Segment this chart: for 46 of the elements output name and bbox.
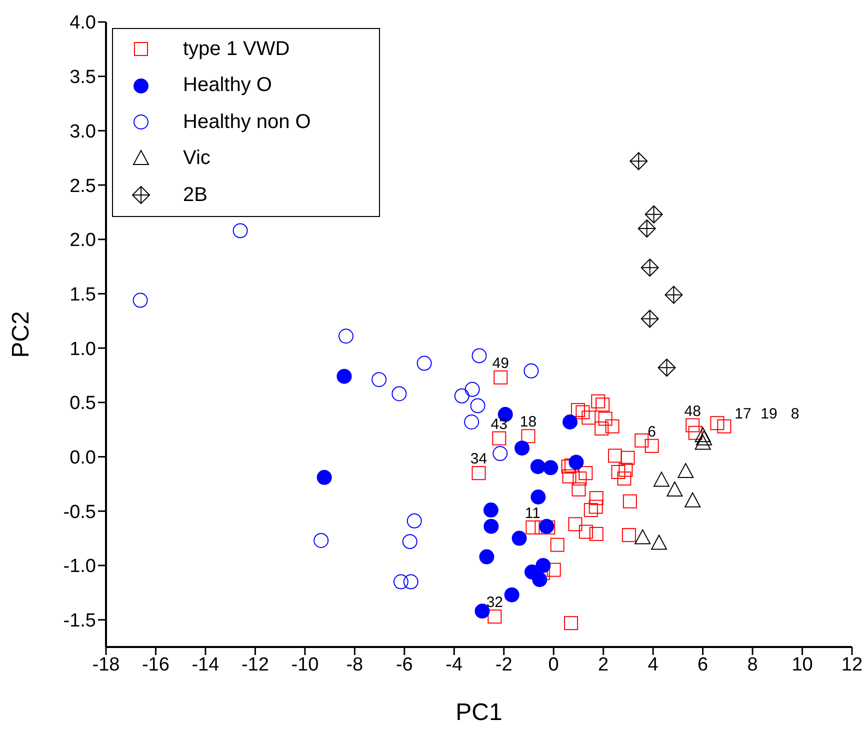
y-axis-title: PC2 [8,311,35,358]
x-tick-label: -4 [446,654,464,676]
y-tick-label: 2.5 [70,176,96,197]
annotation: 43 [490,416,508,433]
annotation: 49 [492,354,509,372]
legend-label: Healthy non O [183,110,311,134]
y-tick-label: 4.0 [70,12,96,34]
y-tick-label: 3.0 [70,121,96,142]
x-tick-label: -18 [92,654,120,676]
annotation: 11 [524,504,540,522]
annotation: 6 [648,423,656,440]
x-tick-label: -16 [142,654,170,676]
annotation: 17 [734,406,752,422]
legend-label: 2B [183,184,208,207]
annotation: 19 [760,406,778,422]
x-tick-label: 12 [841,654,863,676]
annotation: 18 [520,414,537,431]
annotation: 34 [470,450,488,468]
annotation: 32 [486,594,504,612]
legend-label: type 1 VWD [183,38,290,61]
x-tick-label: 4 [648,654,659,676]
x-tick-label: 2 [598,654,609,676]
x-tick-label: -6 [396,654,413,676]
y-tick-label: 3.5 [70,67,96,88]
x-tick-label: -14 [192,654,220,676]
x-tick-label: 10 [792,654,813,676]
y-tick-label: 2.0 [70,230,96,252]
x-tick-label: -10 [291,654,319,676]
y-tick-label: 1.5 [70,284,96,306]
legend-label: Vic [183,147,210,170]
y-tick-label: -1.0 [63,556,96,578]
x-tick-label: -12 [241,654,269,676]
y-tick-label: -0.5 [63,502,96,523]
x-tick-label: 0 [548,654,559,676]
annotation: 48 [684,402,701,420]
y-tick-label: 0.0 [70,448,96,469]
annotation: 8 [790,406,800,422]
x-tick-label: -8 [346,654,364,676]
legend-label: Healthy O [183,74,272,98]
y-tick-label: -1.5 [63,610,96,632]
x-tick-label: 8 [747,654,758,676]
x-tick-label: 6 [698,654,708,676]
x-axis-title: PC1 [456,699,502,726]
y-tick-label: 1.0 [70,338,96,360]
x-tick-label: -2 [495,654,512,676]
y-tick-label: 0.5 [70,393,96,414]
